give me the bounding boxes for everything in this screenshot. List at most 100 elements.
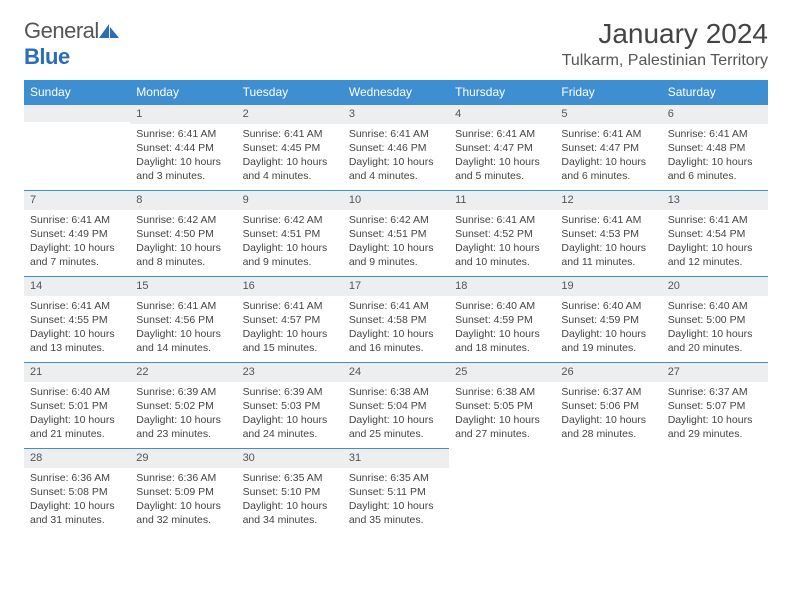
sunset-line: Sunset: 4:46 PM — [349, 141, 443, 155]
day-number: 9 — [237, 190, 343, 210]
daylight-line: Daylight: 10 hours and 31 minutes. — [30, 499, 124, 527]
calendar-cell: 23Sunrise: 6:39 AMSunset: 5:03 PMDayligh… — [237, 362, 343, 448]
sunset-line: Sunset: 5:08 PM — [30, 485, 124, 499]
sunset-line: Sunset: 5:02 PM — [136, 399, 230, 413]
daylight-line: Daylight: 10 hours and 29 minutes. — [668, 413, 762, 441]
daylight-line: Daylight: 10 hours and 3 minutes. — [136, 155, 230, 183]
sunrise-line: Sunrise: 6:41 AM — [668, 213, 762, 227]
logo-text: General Blue — [24, 18, 119, 70]
sunset-line: Sunset: 4:49 PM — [30, 227, 124, 241]
daylight-line: Daylight: 10 hours and 11 minutes. — [561, 241, 655, 269]
calendar-cell: 15Sunrise: 6:41 AMSunset: 4:56 PMDayligh… — [130, 276, 236, 362]
day-number: 12 — [555, 190, 661, 210]
day-number: 22 — [130, 362, 236, 382]
sunrise-line: Sunrise: 6:42 AM — [136, 213, 230, 227]
sunset-line: Sunset: 5:09 PM — [136, 485, 230, 499]
calendar-cell: 7Sunrise: 6:41 AMSunset: 4:49 PMDaylight… — [24, 190, 130, 276]
logo-part2: Blue — [24, 44, 70, 69]
calendar-cell: 5Sunrise: 6:41 AMSunset: 4:47 PMDaylight… — [555, 104, 661, 190]
calendar-cell: 29Sunrise: 6:36 AMSunset: 5:09 PMDayligh… — [130, 448, 236, 534]
calendar-cell: 16Sunrise: 6:41 AMSunset: 4:57 PMDayligh… — [237, 276, 343, 362]
sunset-line: Sunset: 5:04 PM — [349, 399, 443, 413]
sunset-line: Sunset: 4:54 PM — [668, 227, 762, 241]
day-body: Sunrise: 6:35 AMSunset: 5:10 PMDaylight:… — [237, 468, 343, 534]
sunrise-line: Sunrise: 6:40 AM — [668, 299, 762, 313]
sunrise-line: Sunrise: 6:41 AM — [243, 299, 337, 313]
sunset-line: Sunset: 5:03 PM — [243, 399, 337, 413]
day-number: 27 — [662, 362, 768, 382]
day-body: Sunrise: 6:41 AMSunset: 4:53 PMDaylight:… — [555, 210, 661, 276]
sunrise-line: Sunrise: 6:41 AM — [349, 127, 443, 141]
sunrise-line: Sunrise: 6:41 AM — [349, 299, 443, 313]
calendar-cell: 30Sunrise: 6:35 AMSunset: 5:10 PMDayligh… — [237, 448, 343, 534]
weekday-header: Sunday — [24, 80, 130, 104]
day-number: 4 — [449, 104, 555, 124]
calendar-cell: 12Sunrise: 6:41 AMSunset: 4:53 PMDayligh… — [555, 190, 661, 276]
day-body: Sunrise: 6:39 AMSunset: 5:02 PMDaylight:… — [130, 382, 236, 448]
daylight-line: Daylight: 10 hours and 32 minutes. — [136, 499, 230, 527]
day-body: Sunrise: 6:38 AMSunset: 5:04 PMDaylight:… — [343, 382, 449, 448]
calendar-cell: 26Sunrise: 6:37 AMSunset: 5:06 PMDayligh… — [555, 362, 661, 448]
sunset-line: Sunset: 4:48 PM — [668, 141, 762, 155]
day-body: Sunrise: 6:38 AMSunset: 5:05 PMDaylight:… — [449, 382, 555, 448]
weekday-header: Thursday — [449, 80, 555, 104]
logo: General Blue — [24, 18, 119, 70]
day-body: Sunrise: 6:41 AMSunset: 4:49 PMDaylight:… — [24, 210, 130, 276]
weekday-header: Tuesday — [237, 80, 343, 104]
sunrise-line: Sunrise: 6:42 AM — [349, 213, 443, 227]
daylight-line: Daylight: 10 hours and 20 minutes. — [668, 327, 762, 355]
calendar-cell: 17Sunrise: 6:41 AMSunset: 4:58 PMDayligh… — [343, 276, 449, 362]
day-number: 14 — [24, 276, 130, 296]
sunrise-line: Sunrise: 6:38 AM — [349, 385, 443, 399]
calendar-cell: 20Sunrise: 6:40 AMSunset: 5:00 PMDayligh… — [662, 276, 768, 362]
day-body: Sunrise: 6:35 AMSunset: 5:11 PMDaylight:… — [343, 468, 449, 534]
empty-cell — [24, 104, 130, 122]
day-number: 16 — [237, 276, 343, 296]
weekday-header: Wednesday — [343, 80, 449, 104]
daylight-line: Daylight: 10 hours and 35 minutes. — [349, 499, 443, 527]
day-number: 24 — [343, 362, 449, 382]
calendar-row: 1Sunrise: 6:41 AMSunset: 4:44 PMDaylight… — [24, 104, 768, 190]
day-number: 11 — [449, 190, 555, 210]
sunrise-line: Sunrise: 6:39 AM — [136, 385, 230, 399]
daylight-line: Daylight: 10 hours and 25 minutes. — [349, 413, 443, 441]
day-body: Sunrise: 6:37 AMSunset: 5:06 PMDaylight:… — [555, 382, 661, 448]
day-body: Sunrise: 6:36 AMSunset: 5:09 PMDaylight:… — [130, 468, 236, 534]
daylight-line: Daylight: 10 hours and 13 minutes. — [30, 327, 124, 355]
day-body: Sunrise: 6:41 AMSunset: 4:58 PMDaylight:… — [343, 296, 449, 362]
calendar-cell: 27Sunrise: 6:37 AMSunset: 5:07 PMDayligh… — [662, 362, 768, 448]
calendar-cell: 31Sunrise: 6:35 AMSunset: 5:11 PMDayligh… — [343, 448, 449, 534]
sunrise-line: Sunrise: 6:41 AM — [243, 127, 337, 141]
day-number: 2 — [237, 104, 343, 124]
sail-icon — [99, 24, 119, 38]
day-body: Sunrise: 6:41 AMSunset: 4:48 PMDaylight:… — [662, 124, 768, 190]
day-number: 26 — [555, 362, 661, 382]
day-number: 18 — [449, 276, 555, 296]
sunset-line: Sunset: 4:51 PM — [243, 227, 337, 241]
calendar-body: 1Sunrise: 6:41 AMSunset: 4:44 PMDaylight… — [24, 104, 768, 534]
day-body: Sunrise: 6:41 AMSunset: 4:54 PMDaylight:… — [662, 210, 768, 276]
sunset-line: Sunset: 5:05 PM — [455, 399, 549, 413]
day-body: Sunrise: 6:42 AMSunset: 4:50 PMDaylight:… — [130, 210, 236, 276]
calendar-cell — [662, 448, 768, 534]
sunset-line: Sunset: 4:53 PM — [561, 227, 655, 241]
calendar-cell: 21Sunrise: 6:40 AMSunset: 5:01 PMDayligh… — [24, 362, 130, 448]
calendar-row: 14Sunrise: 6:41 AMSunset: 4:55 PMDayligh… — [24, 276, 768, 362]
daylight-line: Daylight: 10 hours and 7 minutes. — [30, 241, 124, 269]
sunrise-line: Sunrise: 6:41 AM — [455, 213, 549, 227]
weekday-header: Saturday — [662, 80, 768, 104]
calendar-row: 28Sunrise: 6:36 AMSunset: 5:08 PMDayligh… — [24, 448, 768, 534]
sunset-line: Sunset: 4:59 PM — [561, 313, 655, 327]
day-number: 15 — [130, 276, 236, 296]
weekday-header: Monday — [130, 80, 236, 104]
daylight-line: Daylight: 10 hours and 19 minutes. — [561, 327, 655, 355]
day-number: 6 — [662, 104, 768, 124]
day-body: Sunrise: 6:39 AMSunset: 5:03 PMDaylight:… — [237, 382, 343, 448]
sunrise-line: Sunrise: 6:40 AM — [30, 385, 124, 399]
daylight-line: Daylight: 10 hours and 4 minutes. — [349, 155, 443, 183]
sunset-line: Sunset: 4:58 PM — [349, 313, 443, 327]
calendar-cell: 4Sunrise: 6:41 AMSunset: 4:47 PMDaylight… — [449, 104, 555, 190]
calendar-row: 21Sunrise: 6:40 AMSunset: 5:01 PMDayligh… — [24, 362, 768, 448]
day-number: 5 — [555, 104, 661, 124]
calendar-cell: 22Sunrise: 6:39 AMSunset: 5:02 PMDayligh… — [130, 362, 236, 448]
